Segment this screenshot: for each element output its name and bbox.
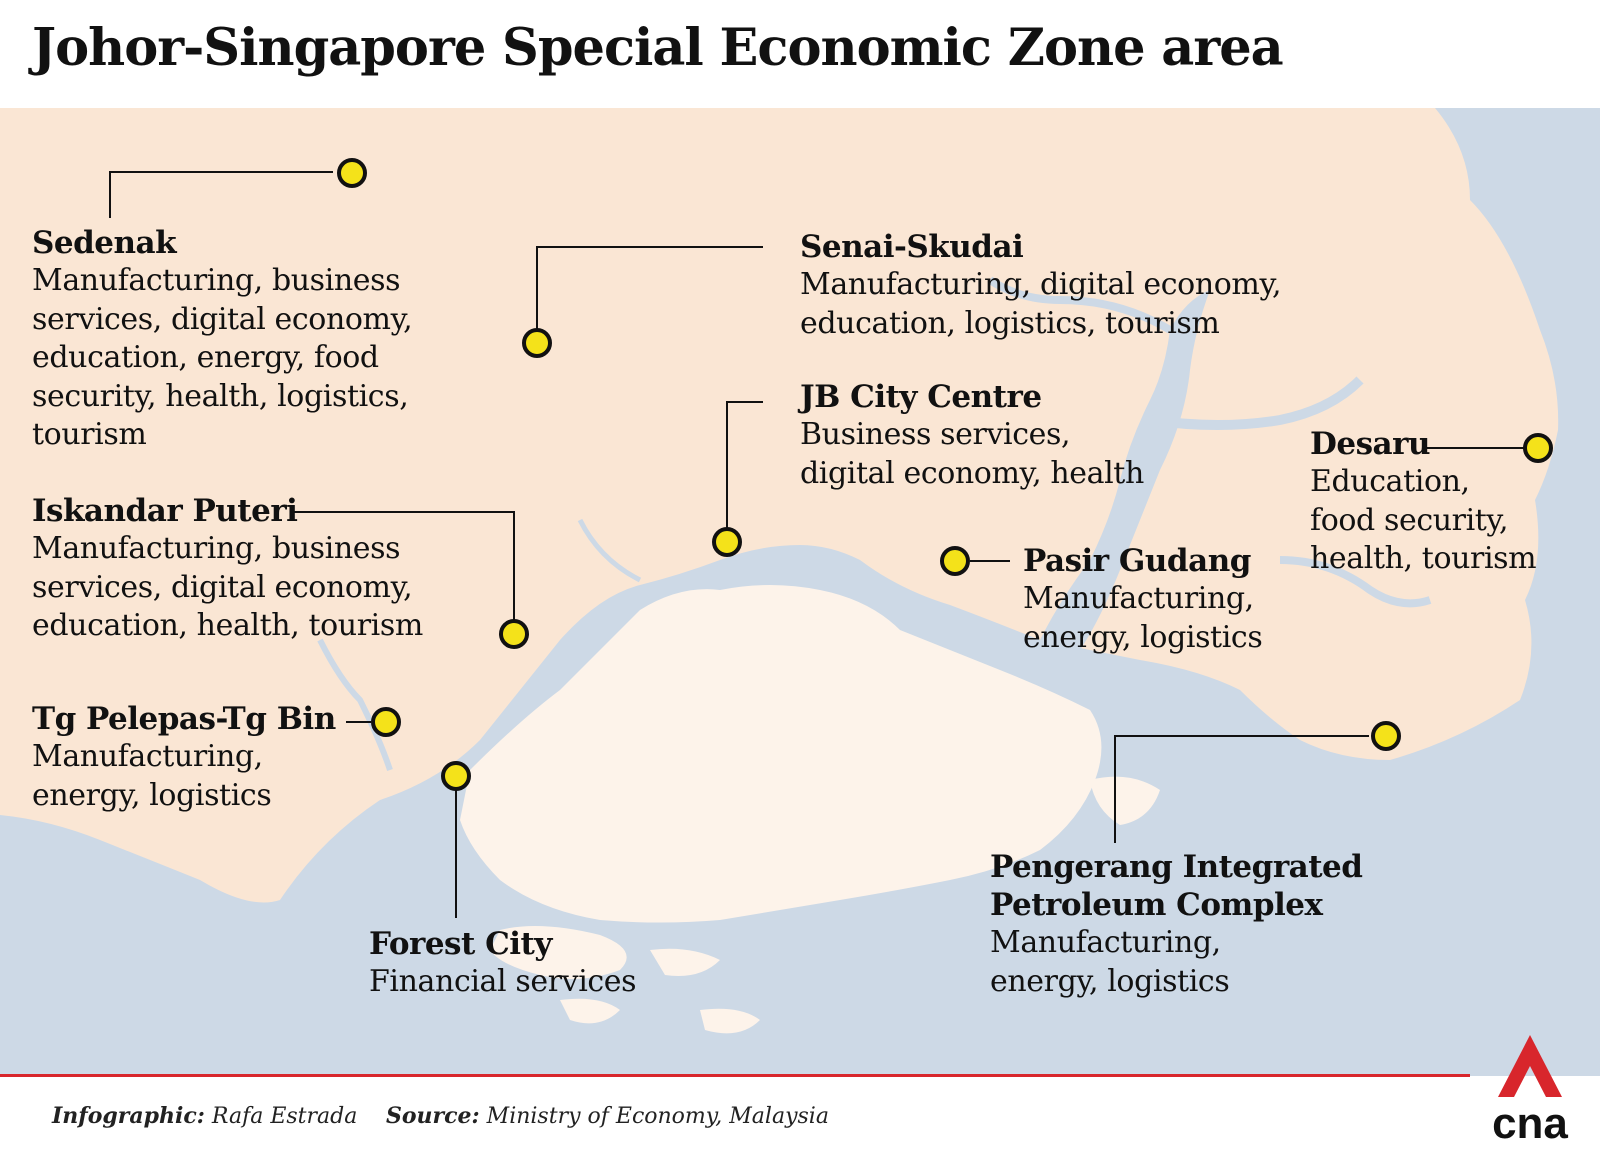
zone-description: Manufacturing, business services, digita…: [32, 263, 413, 452]
zone-description: Manufacturing, business services, digita…: [32, 531, 423, 643]
zone-description: Manufacturing, energy, logistics: [1023, 581, 1263, 655]
zone-description: Manufacturing, energy, logistics: [32, 739, 272, 813]
location-dot-icon: [1371, 721, 1401, 751]
zone-label-forest-city: Forest City Financial services: [369, 925, 637, 1002]
location-dot-icon: [441, 761, 471, 791]
leader-lines: [109, 171, 1524, 918]
leader-line-pengerang: [1114, 735, 1369, 843]
zone-description: Education, food security, health, touris…: [1310, 464, 1537, 576]
page-title: Johor-Singapore Special Economic Zone ar…: [32, 18, 1284, 78]
zone-name: Pengerang Integrated Petroleum Complex: [990, 849, 1363, 923]
johor-landmass: [0, 108, 1559, 903]
zone-name: Forest City: [369, 926, 552, 962]
river-inlet-southwest: [577, 518, 642, 583]
zone-name: Desaru: [1310, 426, 1431, 462]
zone-name: Sedenak: [32, 225, 177, 261]
leader-line-iskandar-puteri: [292, 511, 515, 620]
zone-description: Manufacturing, digital economy, educatio…: [800, 267, 1282, 341]
zone-name: Tg Pelepas-Tg Bin: [32, 701, 336, 737]
zone-label-sedenak: Sedenak Manufacturing, business services…: [32, 224, 413, 455]
source-value: Ministry of Economy, Malaysia: [479, 1104, 829, 1129]
zone-label-jb-city-centre: JB City Centre Business services, digita…: [800, 378, 1144, 493]
location-dot-icon: [712, 527, 742, 557]
river-inlet-west: [317, 638, 393, 771]
location-dot-icon: [940, 546, 970, 576]
credit-value: Rafa Estrada: [204, 1104, 358, 1129]
cna-logo-icon: cna: [1492, 1035, 1568, 1145]
zone-label-senai-skudai: Senai-Skudai Manufacturing, digital econ…: [800, 228, 1282, 343]
location-dot-icon: [337, 158, 367, 188]
zone-name: Iskandar Puteri: [32, 493, 298, 529]
leader-line-sedenak: [109, 171, 333, 218]
source-credit: Source: Ministry of Economy, Malaysia: [386, 1103, 829, 1129]
zone-name: JB City Centre: [800, 379, 1042, 415]
cna-logo-text: cna: [1492, 1099, 1568, 1145]
zone-description: Manufacturing, energy, logistics: [990, 925, 1230, 999]
location-dot-icon: [499, 619, 529, 649]
river-inlet-desaru: [1279, 556, 1432, 608]
infographic-credit: Infographic: Rafa Estrada: [52, 1103, 357, 1129]
credit-label: Infographic:: [52, 1103, 205, 1129]
map: [0, 108, 1600, 1076]
cna-logo-mark: [1498, 1035, 1562, 1097]
johor-river: [1040, 290, 1210, 650]
leader-line-senai-skudai: [536, 246, 763, 330]
zone-name: Pasir Gudang: [1023, 543, 1251, 579]
zone-name: Senai-Skudai: [800, 229, 1024, 265]
location-dot-icon: [1523, 433, 1553, 463]
zone-label-pengerang: Pengerang Integrated Petroleum Complex M…: [990, 848, 1363, 1001]
footer-divider: [0, 1074, 1470, 1077]
zone-markers: [337, 158, 1553, 791]
river-inlet-north: [987, 276, 1173, 334]
zone-label-tg-pelepas-tg-bin: Tg Pelepas-Tg Bin Manufacturing, energy,…: [32, 700, 336, 815]
zone-description: Financial services: [369, 964, 637, 999]
location-dot-icon: [371, 707, 401, 737]
singapore-island: [460, 585, 1102, 923]
location-dot-icon: [522, 328, 552, 358]
source-label: Source:: [386, 1103, 480, 1129]
zone-label-desaru: Desaru Education, food security, health,…: [1310, 425, 1537, 579]
river-inlet-east: [1149, 376, 1364, 430]
leader-line-jb-city-centre: [726, 401, 763, 528]
zone-label-pasir-gudang: Pasir Gudang Manufacturing, energy, logi…: [1023, 542, 1263, 657]
zone-description: Business services, digital economy, heal…: [800, 417, 1144, 491]
zone-label-iskandar-puteri: Iskandar Puteri Manufacturing, business …: [32, 492, 423, 646]
